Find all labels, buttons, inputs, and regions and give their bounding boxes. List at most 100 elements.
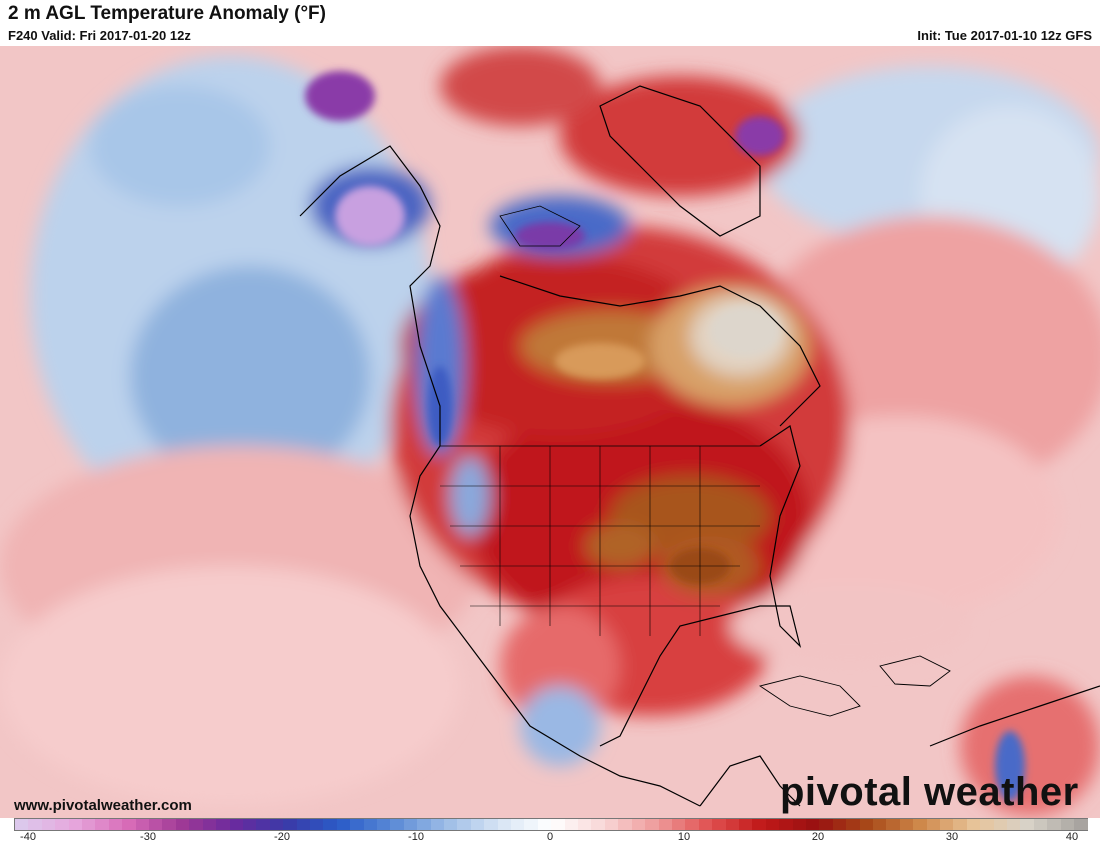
colorbar-swatch: [390, 819, 404, 830]
colorbar-swatch: [189, 819, 203, 830]
colorbar-swatch: [417, 819, 431, 830]
colorbar-swatch: [55, 819, 69, 830]
colorbar-swatch: [350, 819, 364, 830]
coastlines: [299, 85, 1100, 807]
colorbar-swatch: [591, 819, 605, 830]
colorbar-swatch: [1033, 819, 1048, 830]
colorbar-swatch: [444, 819, 458, 830]
colorbar-swatch: [752, 819, 766, 830]
colorbar-swatch: [28, 819, 42, 830]
colorbar-tick-label: 10: [677, 831, 691, 843]
colorbar-tick-label: 30: [945, 831, 959, 843]
colorbar-swatch: [229, 819, 243, 830]
colorbar-swatch: [564, 819, 579, 830]
colorbar-swatch: [457, 819, 471, 830]
colorbar-swatch: [658, 819, 672, 830]
colorbar-swatch: [524, 819, 538, 830]
colorbar-swatch: [149, 819, 163, 830]
colorbar-swatch: [631, 819, 646, 830]
colorbar-swatch: [953, 819, 967, 830]
init-time: Init: Tue 2017-01-10 12z GFS: [917, 28, 1092, 43]
colorbar-swatch: [296, 819, 310, 830]
colorbar-swatch: [175, 819, 190, 830]
colorbar-swatch: [537, 819, 552, 830]
header: 2 m AGL Temperature Anomaly (°F) F240 Va…: [0, 0, 1100, 46]
colorbar-swatch: [846, 819, 860, 830]
valid-time: F240 Valid: Fri 2017-01-20 12z: [8, 28, 191, 43]
colorbar-swatch: [926, 819, 941, 830]
colorbar-swatch: [671, 819, 686, 830]
colorbar-swatch: [712, 819, 726, 830]
colorbar-swatch: [725, 819, 739, 830]
colorbar-swatch: [886, 819, 900, 830]
colorbar-swatch: [403, 819, 418, 830]
colorbar-swatch: [1007, 819, 1021, 830]
colorbar-swatch: [698, 819, 713, 830]
colorbar-swatch: [376, 819, 391, 830]
colorbar-swatch: [1020, 819, 1034, 830]
colorbar-ticks: -40 -30 -20 -10 0 10 20 30 40: [14, 831, 1086, 847]
colorbar-tick-label: -30: [140, 831, 156, 843]
colorbar-swatch: [430, 819, 444, 830]
colorbar-swatch: [122, 819, 136, 830]
colorbar-swatch: [216, 819, 230, 830]
colorbar-swatch: [135, 819, 150, 830]
colorbar-swatch: [41, 819, 56, 830]
colorbar-swatch: [993, 819, 1008, 830]
colorbar-swatch: [913, 819, 927, 830]
temperature-anomaly-map: [0, 46, 1100, 818]
colorbar-swatch: [832, 819, 847, 830]
brand-logo: pivotal weather: [780, 770, 1079, 814]
colorbar-swatch: [578, 819, 592, 830]
colorbar-swatch: [162, 819, 176, 830]
colorbar-swatch: [1047, 819, 1061, 830]
colorbar-swatch: [283, 819, 297, 830]
colorbar-swatch: [980, 819, 994, 830]
colorbar-swatch: [269, 819, 284, 830]
colorbar-swatch: [899, 819, 914, 830]
colorbar-swatch: [511, 819, 525, 830]
colorbar-tick-label: 40: [1065, 831, 1079, 843]
colorbar-tick-label: 0: [546, 831, 554, 843]
colorbar-swatch: [323, 819, 337, 830]
colorbar-swatch: [645, 819, 659, 830]
colorbar-swatch: [82, 819, 96, 830]
colorbar-tick-label: -10: [408, 831, 424, 843]
colorbar-tick-label: -40: [20, 831, 36, 843]
colorbar-swatch: [470, 819, 485, 830]
website-url: www.pivotalweather.com: [14, 797, 192, 814]
colorbar-swatch: [202, 819, 217, 830]
state-borders: [440, 446, 760, 636]
colorbar-swatch: [1060, 819, 1075, 830]
colorbar-swatch: [940, 819, 954, 830]
colorbar-swatch: [873, 819, 887, 830]
colorbar-swatch: [309, 819, 324, 830]
colorbar-swatch: [242, 819, 257, 830]
colorbar-swatch: [68, 819, 83, 830]
colorbar-swatch: [819, 819, 833, 830]
colorbar-swatch: [618, 819, 632, 830]
colorbar-swatch: [108, 819, 123, 830]
anomaly-extremes: [305, 71, 1025, 801]
colorbar-swatch: [256, 819, 270, 830]
colorbar-swatch: [805, 819, 820, 830]
colorbar-swatch: [859, 819, 873, 830]
colorbar-swatch: [336, 819, 351, 830]
colorbar-swatch: [1074, 819, 1088, 830]
map-title: 2 m AGL Temperature Anomaly (°F): [8, 3, 326, 24]
colorbar-legend: [14, 818, 1088, 831]
colorbar-swatch: [765, 819, 780, 830]
colorbar-swatch: [551, 819, 565, 830]
colorbar-swatch: [966, 819, 981, 830]
colorbar-swatch: [792, 819, 806, 830]
colorbar-swatch: [15, 819, 29, 830]
colorbar-swatch: [604, 819, 619, 830]
anomaly-field: [0, 46, 1100, 816]
colorbar-swatch: [497, 819, 512, 830]
colorbar-swatch: [738, 819, 753, 830]
colorbar-tick-label: -20: [274, 831, 290, 843]
colorbar-swatch: [363, 819, 377, 830]
colorbar-swatch: [779, 819, 793, 830]
colorbar-swatch: [484, 819, 498, 830]
colorbar-tick-label: 20: [811, 831, 825, 843]
